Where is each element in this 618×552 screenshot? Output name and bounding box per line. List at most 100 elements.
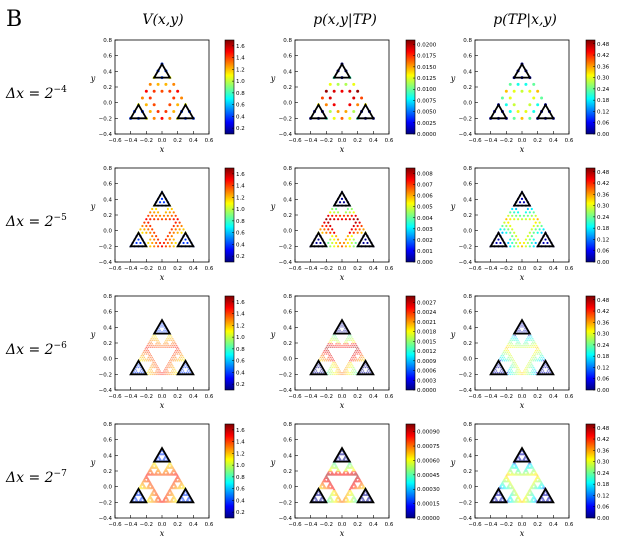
data-point xyxy=(353,470,355,472)
data-point xyxy=(501,231,504,234)
data-point xyxy=(542,370,545,372)
data-point xyxy=(337,473,339,475)
data-point xyxy=(531,363,533,365)
data-point xyxy=(173,366,175,369)
data-point xyxy=(156,337,158,340)
row-label: Δx = 2−5 xyxy=(5,213,67,230)
data-point xyxy=(151,494,153,496)
data-point xyxy=(346,494,348,496)
data-point xyxy=(532,218,535,221)
data-point xyxy=(155,493,157,495)
data-point xyxy=(343,343,345,345)
data-point xyxy=(332,103,336,107)
data-point xyxy=(183,495,186,497)
data-point xyxy=(165,373,167,376)
colorbar-tick-label: 0.003 xyxy=(417,227,433,233)
data-point xyxy=(335,474,337,476)
data-point xyxy=(350,207,353,211)
y-tick-label: −0.2 xyxy=(459,116,472,122)
data-point xyxy=(332,485,334,487)
data-point xyxy=(170,495,172,497)
data-point xyxy=(138,371,141,374)
data-point xyxy=(168,489,170,491)
x-tick-label: 0.6 xyxy=(205,394,214,400)
y-tick-label: 0.4 xyxy=(103,197,112,203)
data-point xyxy=(160,331,162,333)
data-point xyxy=(170,358,172,360)
data-point xyxy=(140,358,143,360)
data-point xyxy=(364,494,366,496)
data-point xyxy=(522,371,524,374)
data-point xyxy=(532,96,536,100)
data-point xyxy=(155,474,157,476)
data-point xyxy=(523,370,525,372)
data-point xyxy=(186,498,189,500)
colorbar-tick-label: 0.0125 xyxy=(417,76,437,82)
data-point xyxy=(527,472,529,474)
data-point xyxy=(329,211,332,214)
data-point xyxy=(535,371,538,374)
data-point xyxy=(176,479,178,481)
data-point xyxy=(158,459,160,461)
data-point xyxy=(516,82,520,86)
data-point xyxy=(329,360,331,362)
data-point xyxy=(143,487,145,489)
data-point xyxy=(352,494,354,496)
data-point xyxy=(512,334,514,337)
data-point xyxy=(515,463,517,465)
data-point xyxy=(167,467,169,469)
data-point xyxy=(166,493,168,495)
data-point xyxy=(168,218,171,221)
data-point xyxy=(165,495,167,497)
y-tick-label: 0.2 xyxy=(103,469,112,475)
data-point xyxy=(353,467,355,469)
colorbar xyxy=(585,39,596,135)
data-point xyxy=(173,346,175,348)
data-point xyxy=(524,331,526,333)
data-point xyxy=(165,470,167,472)
data-point xyxy=(132,371,135,374)
data-point xyxy=(182,483,184,485)
data-point xyxy=(164,498,166,500)
data-point xyxy=(149,468,151,470)
y-tick-label: −0.2 xyxy=(99,500,112,506)
data-point xyxy=(503,353,506,355)
data-point xyxy=(181,481,183,483)
data-point xyxy=(352,344,354,347)
data-point xyxy=(352,218,355,221)
data-point xyxy=(346,466,348,468)
data-point xyxy=(172,245,175,248)
data-point xyxy=(135,497,137,499)
data-point xyxy=(350,467,352,469)
data-point xyxy=(531,366,533,369)
data-point xyxy=(539,358,542,360)
data-point xyxy=(534,241,537,245)
data-point xyxy=(166,341,168,343)
data-point xyxy=(335,463,337,465)
y-tick-label: 0.2 xyxy=(283,341,292,347)
data-point xyxy=(175,480,177,482)
data-point xyxy=(354,470,356,472)
data-point xyxy=(346,207,349,211)
data-point xyxy=(166,471,168,473)
data-point xyxy=(145,477,147,479)
data-point xyxy=(167,346,169,348)
x-tick-label: 0.6 xyxy=(565,266,574,272)
data-point xyxy=(351,360,353,362)
data-point xyxy=(172,473,174,475)
data-point xyxy=(351,373,353,376)
data-point xyxy=(174,497,176,499)
data-point xyxy=(158,331,160,333)
data-point xyxy=(183,499,185,501)
data-point xyxy=(172,488,174,490)
x-tick-label: −0.2 xyxy=(140,394,153,400)
data-point xyxy=(152,464,154,466)
data-point xyxy=(162,459,164,461)
data-point xyxy=(524,82,528,86)
data-point xyxy=(336,331,338,333)
data-point xyxy=(170,337,172,340)
data-point xyxy=(327,478,329,480)
data-point xyxy=(350,472,352,475)
data-point xyxy=(177,351,180,354)
data-point xyxy=(177,476,179,478)
